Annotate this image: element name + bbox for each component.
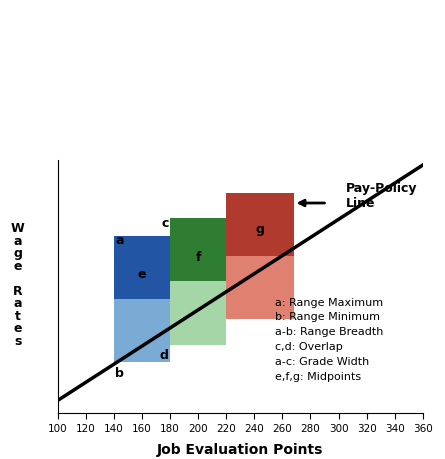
Bar: [226, 193, 294, 257]
Text: d: d: [160, 349, 169, 362]
Text: a: Range Maximum
b: Range Minimum
a-b: Range Breadth
c,d: Overlap
a-c: Grade Wid: a: Range Maximum b: Range Minimum a-b: R…: [275, 297, 383, 381]
Text: a: a: [115, 234, 124, 247]
Bar: [226, 257, 294, 319]
X-axis label: Job Evaluation Points: Job Evaluation Points: [157, 442, 324, 456]
Text: f: f: [195, 250, 201, 263]
Bar: [114, 299, 170, 363]
Text: Pay-Policy
Line: Pay-Policy Line: [346, 182, 417, 210]
Text: e: e: [138, 268, 146, 281]
Bar: [114, 236, 170, 299]
Text: c: c: [162, 216, 169, 229]
Bar: [170, 218, 226, 282]
Bar: [170, 282, 226, 345]
Text: g: g: [255, 222, 264, 235]
Text: W
a
g
e
 
R
a
t
e
s: W a g e R a t e s: [11, 222, 24, 347]
Text: b: b: [115, 366, 124, 380]
